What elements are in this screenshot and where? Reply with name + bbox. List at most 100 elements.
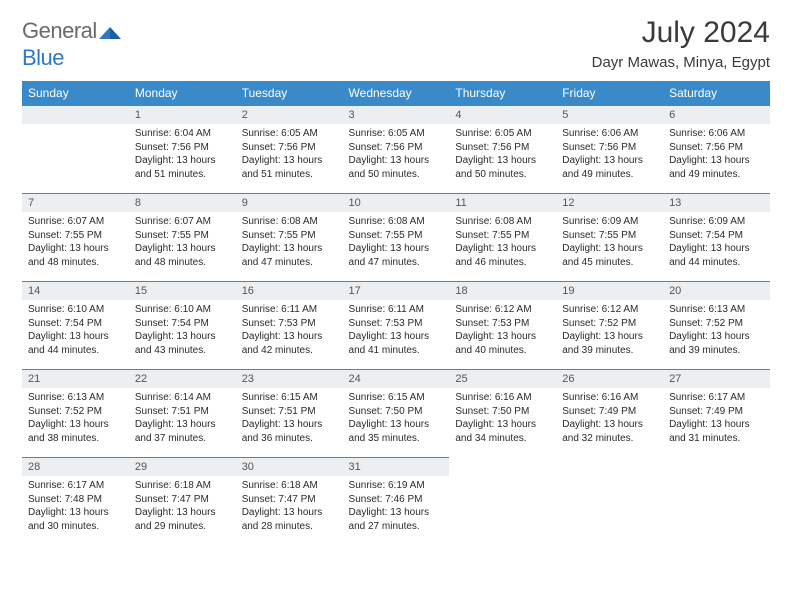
sunset-line: Sunset: 7:47 PM [135,493,230,507]
day-number: 1 [129,105,236,124]
sunrise-line: Sunrise: 6:07 AM [135,215,230,229]
sunrise-line: Sunrise: 6:08 AM [455,215,550,229]
calendar-day-cell: 16Sunrise: 6:11 AMSunset: 7:53 PMDayligh… [236,281,343,369]
calendar-day-cell: 12Sunrise: 6:09 AMSunset: 7:55 PMDayligh… [556,193,663,281]
day-number: 24 [343,369,450,388]
sunset-line: Sunset: 7:49 PM [669,405,764,419]
sunset-line: Sunset: 7:49 PM [562,405,657,419]
sunset-line: Sunset: 7:54 PM [135,317,230,331]
sunset-line: Sunset: 7:52 PM [562,317,657,331]
calendar-week-row: 7 Sunrise: 6:07 AM Sunset: 7:55 PM Daylight… [22,193,770,281]
day-details: Sunrise: 6:12 AMSunset: 7:52 PMDaylight:… [556,300,663,361]
calendar-day-cell: 10Sunrise: 6:08 AMSunset: 7:55 PMDayligh… [343,193,450,281]
sunrise-line: Sunrise: 6:05 AM [349,127,444,141]
calendar-day-cell: 9Sunrise: 6:08 AMSunset: 7:55 PMDaylight… [236,193,343,281]
month-title: July 2024 [592,18,770,48]
daylight-line: Daylight: 13 hours and 47 minutes. [242,242,337,269]
day-details: Sunrise: 6:09 AMSunset: 7:55 PMDaylight:… [556,212,663,273]
day-number: 13 [663,193,770,212]
calendar-day-cell: 30Sunrise: 6:18 AMSunset: 7:47 PMDayligh… [236,457,343,545]
weekday-header: Saturday [663,81,770,105]
sunrise-line: Sunrise: 6:07 AM [28,215,123,229]
logo-word2: Blue [22,45,64,70]
calendar-week-row: 21Sunrise: 6:13 AMSunset: 7:52 PMDayligh… [22,369,770,457]
sunrise-line: Sunrise: 6:11 AM [349,303,444,317]
weekday-header: Thursday [449,81,556,105]
weekday-header: Sunday [22,81,129,105]
day-number: 26 [556,369,663,388]
day-details: Sunrise: 6:16 AMSunset: 7:50 PMDaylight:… [449,388,556,449]
day-details: Sunrise: 6:04 AMSunset: 7:56 PMDaylight:… [129,124,236,185]
day-details: Sunrise: 6:13 AMSunset: 7:52 PMDaylight:… [663,300,770,361]
daylight-line: Daylight: 13 hours and 39 minutes. [669,330,764,357]
day-details: Sunrise: 6:17 AMSunset: 7:48 PMDaylight:… [22,476,129,537]
day-number: 5 [556,105,663,124]
sunset-line: Sunset: 7:56 PM [349,141,444,155]
calendar-day-cell: 13Sunrise: 6:09 AMSunset: 7:54 PMDayligh… [663,193,770,281]
daylight-line: Daylight: 13 hours and 49 minutes. [669,154,764,181]
day-details: Sunrise: 6:14 AMSunset: 7:51 PMDaylight:… [129,388,236,449]
sunrise-line: Sunrise: 6:18 AM [242,479,337,493]
daylight-line: Daylight: 13 hours and 30 minutes. [28,506,123,533]
day-number: 29 [129,457,236,476]
calendar-day-cell: 25Sunrise: 6:16 AMSunset: 7:50 PMDayligh… [449,369,556,457]
sunset-line: Sunset: 7:53 PM [242,317,337,331]
day-details: Sunrise: 6:11 AMSunset: 7:53 PMDaylight:… [236,300,343,361]
day-number: 21 [22,369,129,388]
sunset-line: Sunset: 7:47 PM [242,493,337,507]
day-number: 4 [449,105,556,124]
sunset-line: Sunset: 7:56 PM [562,141,657,155]
sunrise-line: Sunrise: 6:17 AM [28,479,123,493]
day-details: Sunrise: 6:08 AMSunset: 7:55 PMDaylight:… [449,212,556,273]
day-number: 31 [343,457,450,476]
sunrise-line: Sunrise: 6:06 AM [669,127,764,141]
sunrise-line: Sunrise: 6:08 AM [349,215,444,229]
calendar-day-cell: 28Sunrise: 6:17 AMSunset: 7:48 PMDayligh… [22,457,129,545]
location-text: Dayr Mawas, Minya, Egypt [592,54,770,71]
sunset-line: Sunset: 7:51 PM [242,405,337,419]
calendar-day-cell: 11Sunrise: 6:08 AMSunset: 7:55 PMDayligh… [449,193,556,281]
calendar-day-cell: 22Sunrise: 6:14 AMSunset: 7:51 PMDayligh… [129,369,236,457]
daylight-line: Daylight: 13 hours and 48 minutes. [28,242,123,269]
calendar-day-cell: 20Sunrise: 6:13 AMSunset: 7:52 PMDayligh… [663,281,770,369]
day-number: 3 [343,105,450,124]
sunset-line: Sunset: 7:55 PM [349,229,444,243]
sunrise-line: Sunrise: 6:12 AM [455,303,550,317]
logo-word1: General [22,18,97,43]
sunset-line: Sunset: 7:52 PM [28,405,123,419]
calendar-day-cell: 17Sunrise: 6:11 AMSunset: 7:53 PMDayligh… [343,281,450,369]
logo: GeneralBlue [22,18,121,71]
day-number: 23 [236,369,343,388]
sunset-line: Sunset: 7:56 PM [242,141,337,155]
sunrise-line: Sunrise: 6:18 AM [135,479,230,493]
day-details: Sunrise: 6:08 AMSunset: 7:55 PMDaylight:… [236,212,343,273]
day-number: 18 [449,281,556,300]
daylight-line: Daylight: 13 hours and 40 minutes. [455,330,550,357]
calendar-day-cell: 7Sunrise: 6:07 AMSunset: 7:55 PMDaylight… [22,193,129,281]
daylight-line: Daylight: 13 hours and 37 minutes. [135,418,230,445]
calendar-empty-cell [556,457,663,545]
sunrise-line: Sunrise: 6:10 AM [28,303,123,317]
day-details: Sunrise: 6:15 AMSunset: 7:51 PMDaylight:… [236,388,343,449]
daylight-line: Daylight: 13 hours and 50 minutes. [455,154,550,181]
sunset-line: Sunset: 7:50 PM [455,405,550,419]
day-number: 7 [22,193,129,212]
sunrise-line: Sunrise: 6:13 AM [669,303,764,317]
calendar-week-row: 14Sunrise: 6:10 AMSunset: 7:54 PMDayligh… [22,281,770,369]
calendar-day-cell: 21Sunrise: 6:13 AMSunset: 7:52 PMDayligh… [22,369,129,457]
daylight-line: Daylight: 13 hours and 41 minutes. [349,330,444,357]
calendar-empty-cell [22,105,129,193]
day-details: Sunrise: 6:06 AMSunset: 7:56 PMDaylight:… [556,124,663,185]
sunrise-line: Sunrise: 6:08 AM [242,215,337,229]
day-details: Sunrise: 6:19 AMSunset: 7:46 PMDaylight:… [343,476,450,537]
daylight-line: Daylight: 13 hours and 27 minutes. [349,506,444,533]
sunset-line: Sunset: 7:50 PM [349,405,444,419]
day-number: 20 [663,281,770,300]
sunset-line: Sunset: 7:56 PM [669,141,764,155]
daylight-line: Daylight: 13 hours and 36 minutes. [242,418,337,445]
calendar-day-cell: 31Sunrise: 6:19 AMSunset: 7:46 PMDayligh… [343,457,450,545]
sunrise-line: Sunrise: 6:16 AM [562,391,657,405]
calendar-table: SundayMondayTuesdayWednesdayThursdayFrid… [22,81,770,545]
empty-day-strip [22,105,129,124]
sunrise-line: Sunrise: 6:04 AM [135,127,230,141]
